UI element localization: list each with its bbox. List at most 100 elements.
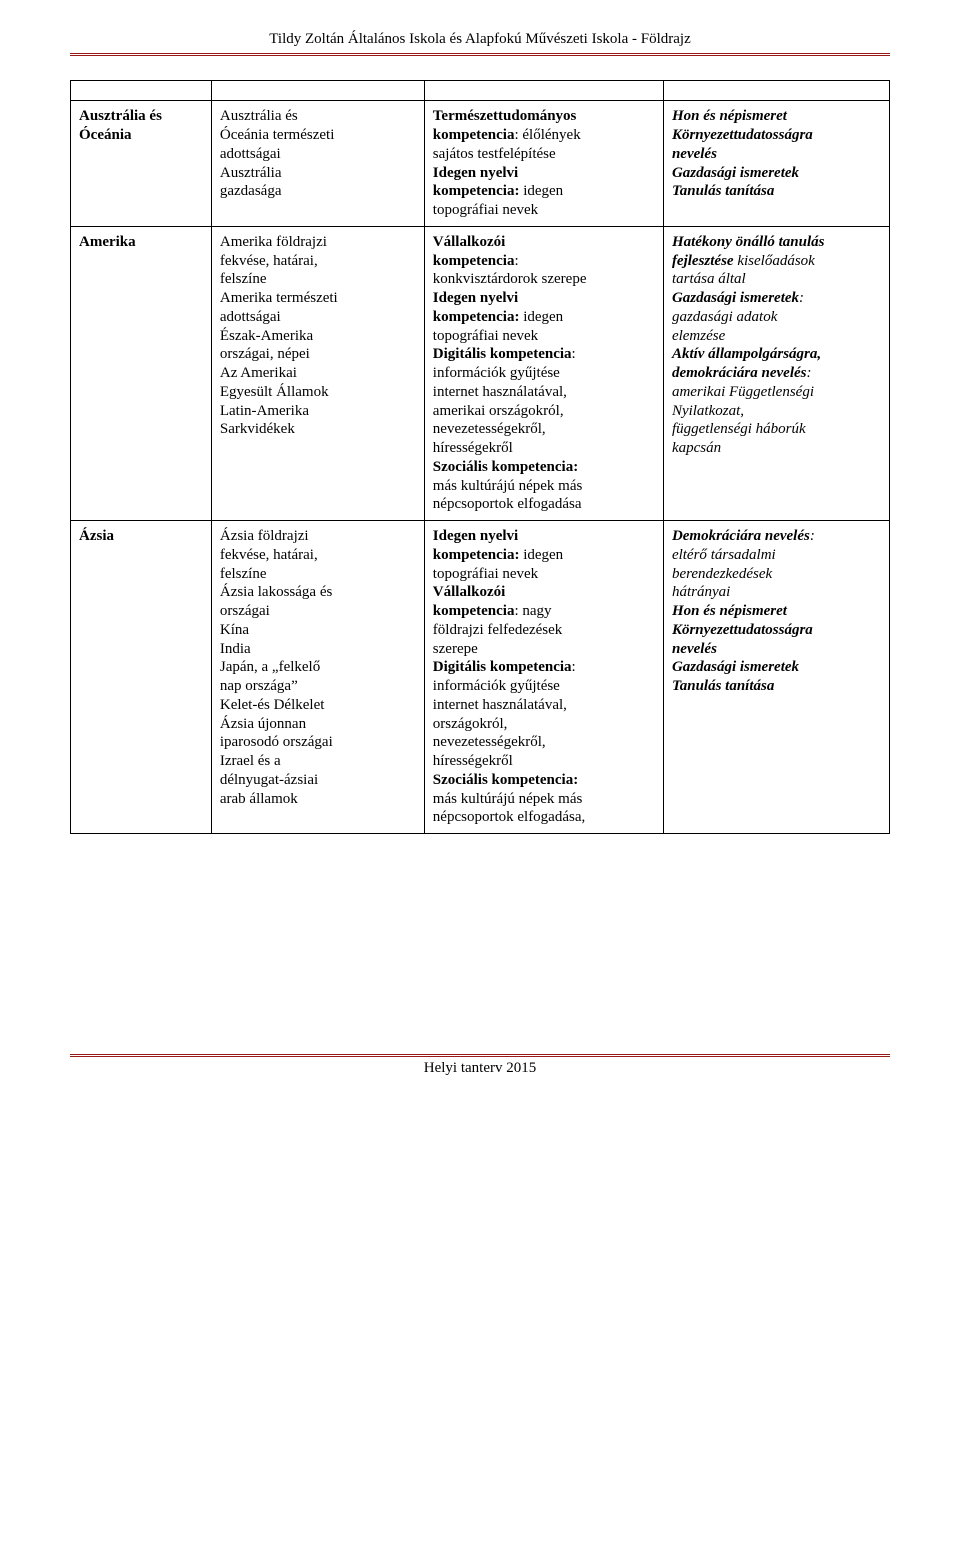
goal-line: demokráciára — [672, 365, 758, 381]
goal-line: Hon és népismeret — [672, 107, 881, 126]
content-line: Ausztrália és — [220, 107, 416, 126]
content-line: Ázsia újonnan — [220, 715, 416, 734]
goal-line: társadalmi — [711, 547, 776, 563]
goal-line: nevelés — [672, 145, 881, 164]
goal-line: háborúk — [756, 421, 806, 437]
content-cell: Ázsia földrajzi fekvése, határai, felszí… — [211, 521, 424, 834]
competence-text: idegen — [519, 309, 563, 325]
content-line: adottságai — [220, 308, 416, 327]
goal-line: Környezettudatosságra — [672, 621, 881, 640]
content-line: gazdasága — [220, 182, 416, 201]
page-footer: Helyi tanterv 2015 — [70, 1054, 890, 1077]
goal-line: kapcsán — [672, 439, 881, 458]
competence-text: nevezetességekről, — [433, 420, 655, 439]
competence-name: kompetencia — [433, 253, 515, 269]
goal-line: amerikai — [672, 384, 725, 400]
content-line: Az Amerikai — [220, 364, 416, 383]
header-rule — [70, 53, 890, 56]
competence-text: más kultúrájú népek más — [433, 790, 655, 809]
competence-name: kompetencia: — [433, 183, 520, 199]
content-line: fekvése, határai, — [220, 546, 416, 565]
content-line: délnyugat-ázsiai — [220, 771, 416, 790]
competence-text: idegen — [519, 547, 563, 563]
content-line: Kína — [220, 621, 416, 640]
competence-text: sajátos testfelépítése — [433, 145, 655, 164]
topic-title: Amerika — [79, 234, 136, 250]
goal-line: Nyilatkozat, — [672, 402, 881, 421]
table-row: Ázsia Ázsia földrajzi fekvése, határai, … — [71, 521, 890, 834]
competence-text: : — [514, 253, 518, 269]
competence-cell: Természettudományos kompetencia: élőlény… — [424, 101, 663, 227]
content-line: nap országa” — [220, 677, 416, 696]
content-line: felszíne — [220, 270, 416, 289]
competence-name: Digitális kompetencia — [433, 346, 572, 362]
content-line: fekvése, határai, — [220, 252, 416, 271]
table-empty-header-row — [71, 81, 890, 101]
competence-text: információk gyűjtése — [433, 677, 655, 696]
topic-cell: Ázsia — [71, 521, 212, 834]
content-line: felszíne — [220, 565, 416, 584]
content-line: India — [220, 640, 416, 659]
competence-text: idegen — [519, 183, 563, 199]
content-line: Latin-Amerika — [220, 402, 416, 421]
competence-cell: Vállalkozói kompetencia: konkvisztárdoro… — [424, 226, 663, 520]
competence-text: internet használatával, — [433, 383, 655, 402]
goal-line: Hatékony önálló tanulás — [672, 233, 881, 252]
competence-name: kompetencia — [433, 603, 515, 619]
competence-text: nevezetességekről, — [433, 733, 655, 752]
competence-name: Idegen nyelvi — [433, 165, 518, 181]
goal-line: gazdasági — [672, 309, 733, 325]
goal-line: nevelés — [672, 640, 881, 659]
content-line: országai, népei — [220, 345, 416, 364]
competence-text: információk gyűjtése — [433, 364, 655, 383]
goal-line: függetlenségi — [672, 421, 752, 437]
goal-line: hátrányai — [672, 583, 881, 602]
competence-text: hírességekről — [433, 752, 655, 771]
competence-name: Vállalkozói — [433, 234, 506, 250]
competence-text: topográfiai nevek — [433, 327, 655, 346]
goal-line: nevelés — [765, 528, 810, 544]
content-line: Izrael és a — [220, 752, 416, 771]
goal-line: fejlesztése — [672, 253, 734, 269]
competence-text: szerepe — [433, 640, 655, 659]
competence-text: topográfiai nevek — [433, 201, 655, 220]
curriculum-table: Ausztrália és Óceánia Ausztrália és Óceá… — [70, 80, 890, 834]
content-line: arab államok — [220, 790, 416, 809]
content-line: Egyesült Államok — [220, 383, 416, 402]
topic-cell: Amerika — [71, 226, 212, 520]
goal-line: ismeretek — [740, 290, 799, 306]
goal-line: Gazdasági ismeretek — [672, 164, 881, 183]
empty-cell — [663, 81, 889, 101]
goal-line: Gazdasági — [672, 290, 736, 306]
content-line: iparosodó országai — [220, 733, 416, 752]
goal-line: elemzése — [672, 327, 881, 346]
goal-line: Függetlenségi — [729, 384, 814, 400]
competence-name: kompetencia: — [433, 309, 520, 325]
content-line: Ázsia földrajzi — [220, 527, 416, 546]
footer-rule — [70, 1054, 890, 1057]
competence-name: Digitális kompetencia — [433, 659, 572, 675]
content-line: országai — [220, 602, 416, 621]
competence-name: Idegen nyelvi — [433, 528, 518, 544]
content-line: Ázsia lakossága és — [220, 583, 416, 602]
content-cell: Ausztrália és Óceánia természeti adottsá… — [211, 101, 424, 227]
content-line: Sarkvidékek — [220, 420, 416, 439]
competence-text: : élőlények — [514, 127, 580, 143]
competence-cell: Idegen nyelvi kompetencia: idegen topogr… — [424, 521, 663, 834]
competence-text: földrajzi felfedezések — [433, 621, 655, 640]
topic-title: Ausztrália és Óceánia — [79, 108, 162, 143]
competence-text: : nagy — [514, 603, 551, 619]
goals-cell: Demokráciára nevelés: eltérő társadalmi … — [663, 521, 889, 834]
competence-name: Szociális kompetencia: — [433, 459, 578, 475]
goals-cell: Hatékony önálló tanulás fejlesztése kise… — [663, 226, 889, 520]
content-line: Amerika természeti — [220, 289, 416, 308]
competence-text: internet használatával, — [433, 696, 655, 715]
goal-line: Aktív állampolgárságra, — [672, 345, 881, 364]
competence-name: Vállalkozói — [433, 584, 506, 600]
goal-line: Demokráciára — [672, 528, 761, 544]
competence-text: topográfiai nevek — [433, 565, 655, 584]
goal-line: berendezkedések — [672, 565, 881, 584]
empty-cell — [71, 81, 212, 101]
goal-line: tartása által — [672, 270, 881, 289]
competence-text: amerikai országokról, — [433, 402, 655, 421]
